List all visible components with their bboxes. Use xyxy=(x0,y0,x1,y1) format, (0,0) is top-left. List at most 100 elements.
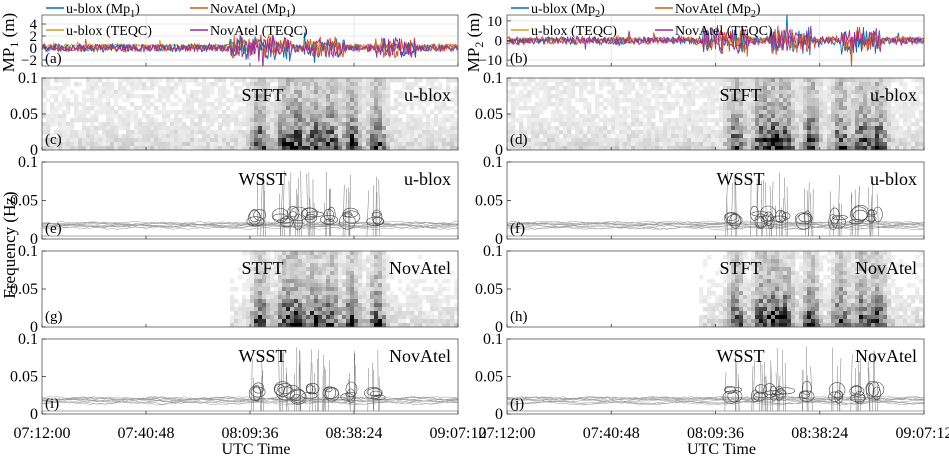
spectrogram-cell xyxy=(831,307,836,312)
spectrogram-cell xyxy=(727,307,732,312)
spectrogram-cell xyxy=(567,86,572,91)
spectrogram-cell xyxy=(302,94,307,99)
spectrogram-cell xyxy=(346,134,351,139)
spectrogram-cell xyxy=(895,94,900,99)
spectrogram-cell xyxy=(751,126,756,131)
spectrogram-cell xyxy=(871,86,876,91)
spectrogram-cell xyxy=(286,110,291,115)
spectrogram-cell xyxy=(430,86,435,91)
spectrogram-cell xyxy=(535,94,540,99)
spectrogram-cell xyxy=(254,114,259,119)
spectrogram-cell xyxy=(186,138,191,143)
spectrogram-cell xyxy=(82,134,87,139)
spectrogram-cell xyxy=(202,110,207,115)
spectrogram-cell xyxy=(595,130,600,135)
spectrogram-cell xyxy=(675,90,680,95)
spectrogram-cell xyxy=(715,319,720,324)
spectrogram-cell xyxy=(314,303,319,308)
spectrogram-cell xyxy=(871,98,876,103)
spectrogram-cell xyxy=(346,94,351,99)
spectrogram-cell xyxy=(374,287,379,292)
spectrogram-cell xyxy=(126,122,131,127)
spectrogram-cell xyxy=(855,122,860,127)
spectrogram-cell xyxy=(406,299,411,304)
spectrogram-cell xyxy=(202,114,207,119)
spectrogram-cell xyxy=(611,130,616,135)
spectrogram-cell xyxy=(386,142,391,147)
spectrogram-cell xyxy=(827,259,832,264)
series-line xyxy=(507,25,924,54)
spectrogram-cell xyxy=(82,90,87,95)
spectrogram-cell xyxy=(234,319,239,324)
spectrogram-cell xyxy=(234,94,239,99)
spectrogram-cell xyxy=(322,142,327,147)
spectrogram-cell xyxy=(823,303,828,308)
spectrogram-cell xyxy=(430,94,435,99)
spectrogram-cell xyxy=(242,82,247,87)
spectrogram-cell xyxy=(370,106,375,111)
spectrogram-cell xyxy=(631,110,636,115)
spectrogram-cell xyxy=(823,82,828,87)
spectrogram-cell xyxy=(126,142,131,147)
spectrogram-cell xyxy=(310,259,315,264)
spectrogram-cell xyxy=(318,106,323,111)
spectrogram-cell xyxy=(414,98,419,103)
spectrogram-cell xyxy=(418,311,423,316)
spectrogram-cell xyxy=(206,114,211,119)
spectrogram-cell xyxy=(118,122,123,127)
spectrogram-cell xyxy=(278,263,283,268)
spectrogram-cell xyxy=(539,146,544,150)
spectrogram-cell xyxy=(294,122,299,127)
spectrogram-cell xyxy=(282,307,287,312)
spectrogram-cell xyxy=(86,138,91,143)
spectrogram-cell xyxy=(747,106,752,111)
spectrogram-cell xyxy=(394,102,399,107)
spectrogram-cell xyxy=(603,118,608,123)
spectrogram-cell xyxy=(354,307,359,312)
spectrogram-cell xyxy=(350,295,355,300)
spectrogram-cell xyxy=(711,106,716,111)
spectrogram-cell xyxy=(334,279,339,284)
spectrogram-cell xyxy=(791,279,796,284)
spectrogram-cell xyxy=(679,122,684,127)
spectrogram-cell xyxy=(438,102,443,107)
spectrogram-cell xyxy=(258,134,263,139)
spectrogram-cell xyxy=(727,110,732,115)
spectrogram-cell xyxy=(643,106,648,111)
spectrogram-cell xyxy=(695,78,700,83)
spectrogram-cell xyxy=(799,102,804,107)
spectrogram-cell xyxy=(374,102,379,107)
spectrogram-cell xyxy=(314,299,319,304)
spectrogram-cell xyxy=(803,279,808,284)
spectrogram-cell xyxy=(390,138,395,143)
spectrogram-cell xyxy=(547,126,552,131)
spectrogram-cell xyxy=(262,279,267,284)
spectrogram-cell xyxy=(699,118,704,123)
spectrogram-cell xyxy=(410,102,415,107)
spectrogram-cell xyxy=(166,86,171,91)
spectrogram-cell xyxy=(919,102,924,107)
spectrogram-cell xyxy=(683,146,688,150)
spectrogram-cell xyxy=(418,102,423,107)
spectrogram-cell xyxy=(406,134,411,139)
spectrogram-cell xyxy=(803,303,808,308)
spectrogram-cell xyxy=(278,126,283,131)
spectrogram-cell xyxy=(799,287,804,292)
spectrogram-cell xyxy=(234,138,239,143)
spectrogram-cell xyxy=(571,122,576,127)
spectrogram-cell xyxy=(230,138,235,143)
ridge xyxy=(253,209,267,221)
spectrogram-cell xyxy=(314,295,319,300)
spectrogram-cell xyxy=(751,114,756,119)
spectrogram-cell xyxy=(803,251,808,256)
spectrogram-cell xyxy=(699,142,704,147)
spectrogram-cell xyxy=(234,118,239,123)
spectrogram-cell xyxy=(342,134,347,139)
spectrogram-cell xyxy=(282,291,287,296)
spectrogram-cell xyxy=(887,126,892,131)
spectrogram-cell xyxy=(382,134,387,139)
spectrogram-cell xyxy=(402,126,407,131)
spectrogram-cell xyxy=(687,142,692,147)
spectrogram-cell xyxy=(583,130,588,135)
spectrogram-cell xyxy=(771,122,776,127)
